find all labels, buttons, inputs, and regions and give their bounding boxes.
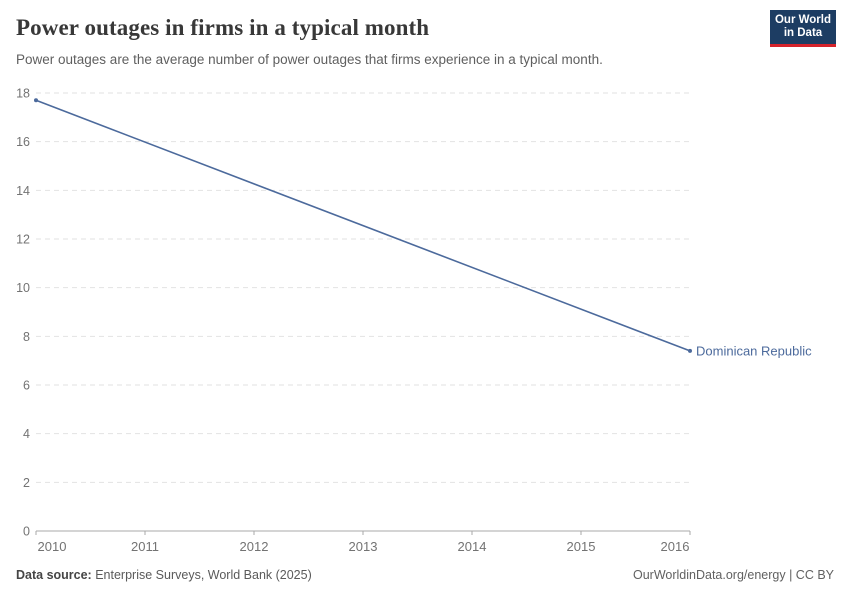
data-point bbox=[688, 348, 692, 353]
entity-label[interactable]: Dominican Republic bbox=[696, 343, 812, 358]
data-source-value: Enterprise Surveys, World Bank (2025) bbox=[95, 568, 312, 582]
owid-logo-line1: Our World bbox=[774, 14, 831, 26]
x-tick-label: 2012 bbox=[240, 539, 269, 554]
x-tick-label: 2013 bbox=[349, 539, 378, 554]
data-point bbox=[34, 98, 38, 103]
page-subtitle: Power outages are the average number of … bbox=[16, 52, 603, 67]
x-tick-label: 2014 bbox=[458, 539, 487, 554]
y-tick-label: 14 bbox=[16, 184, 30, 198]
data-source-label: Data source: bbox=[16, 568, 92, 582]
y-tick-label: 18 bbox=[16, 87, 30, 101]
x-tick-label: 2016 bbox=[661, 539, 690, 554]
y-tick-label: 2 bbox=[23, 476, 30, 490]
y-tick-label: 0 bbox=[23, 525, 30, 539]
y-tick-label: 4 bbox=[23, 427, 30, 441]
x-tick-label: 2011 bbox=[131, 539, 159, 554]
chart-footer: Data source: Enterprise Surveys, World B… bbox=[16, 568, 834, 582]
y-tick-label: 12 bbox=[16, 233, 30, 247]
x-tick-label: 2015 bbox=[567, 539, 596, 554]
x-tick-label: 2010 bbox=[38, 539, 67, 554]
y-tick-label: 16 bbox=[16, 135, 30, 149]
credit-link[interactable]: OurWorldinData.org/energy | CC BY bbox=[632, 568, 834, 582]
owid-logo-line2: in Data bbox=[783, 27, 823, 39]
y-tick-label: 10 bbox=[16, 281, 30, 295]
y-tick-label: 6 bbox=[23, 379, 30, 393]
y-tick-label: 8 bbox=[23, 330, 30, 344]
page-title: Power outages in firms in a typical mont… bbox=[16, 15, 430, 40]
owid-logo[interactable]: Our World in Data bbox=[770, 10, 836, 47]
data-line bbox=[35, 99, 691, 352]
data-source: Data source: Enterprise Surveys, World B… bbox=[16, 568, 312, 582]
